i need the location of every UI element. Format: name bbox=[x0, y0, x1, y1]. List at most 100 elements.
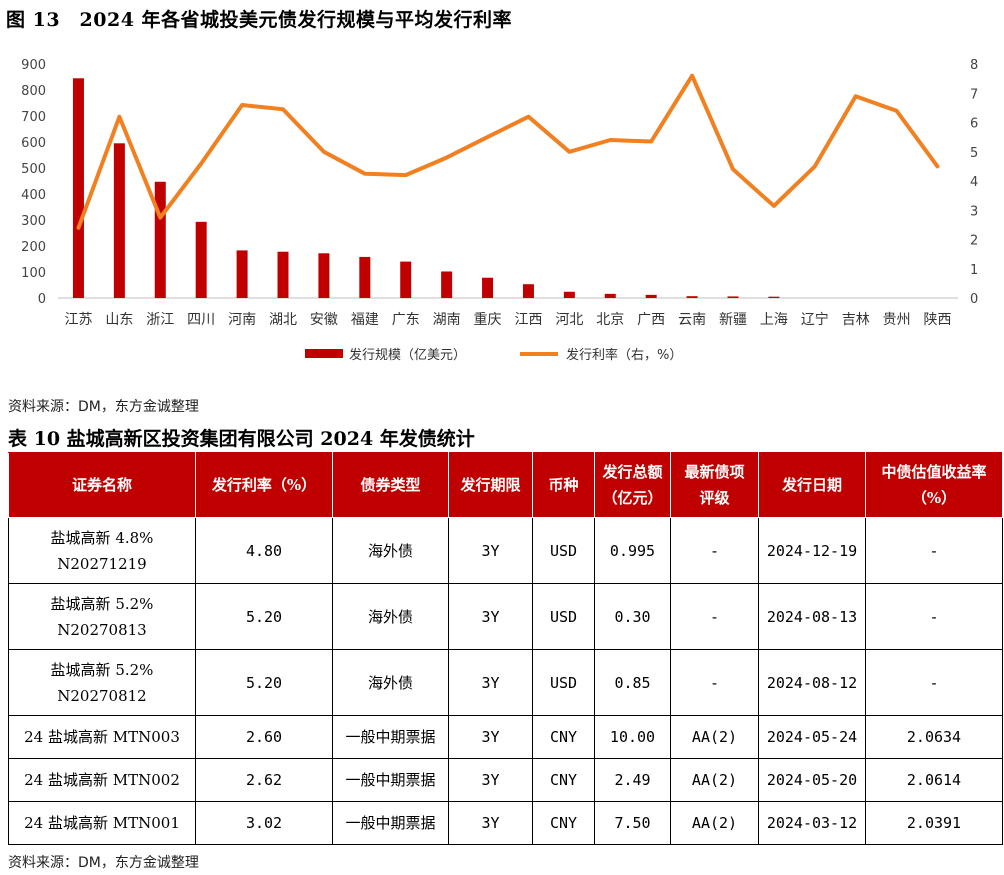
cell-currency: USD bbox=[532, 583, 595, 650]
cell-rating: - bbox=[670, 583, 759, 650]
left-tick-label: 900 bbox=[21, 58, 46, 73]
x-tick-label: 浙江 bbox=[146, 312, 174, 328]
cell-name: 24 盐城高新 MTN003 bbox=[8, 715, 196, 759]
cell-date: 2024-12-19 bbox=[758, 517, 866, 584]
rate-line bbox=[76, 73, 940, 230]
column-header: 中债估值收益率 （%） bbox=[865, 452, 1003, 518]
cell-rate: 5.20 bbox=[195, 649, 333, 716]
cell-yield: - bbox=[865, 583, 1003, 650]
cell-rating: - bbox=[670, 649, 759, 716]
bar-北京 bbox=[604, 293, 616, 298]
cell-currency: CNY bbox=[532, 758, 595, 802]
column-header-text: 发行期限 bbox=[460, 476, 521, 494]
bar-安徽 bbox=[318, 253, 330, 298]
bar-湖北 bbox=[277, 251, 289, 298]
right-tick-label: 2 bbox=[970, 234, 978, 249]
cell-rate: 5.20 bbox=[195, 583, 333, 650]
bar-series bbox=[72, 78, 780, 298]
bar-四川 bbox=[195, 221, 207, 298]
bar-广西 bbox=[645, 294, 657, 298]
table-source: 资料来源：DM，东方金诚整理 bbox=[8, 855, 199, 871]
column-header-text: 发行总额 bbox=[602, 463, 663, 481]
chart-legend: 发行规模（亿美元） 发行利率（右，%） bbox=[305, 347, 682, 363]
column-header-text: 债券类型 bbox=[360, 476, 421, 494]
cell-currency: USD bbox=[532, 649, 595, 716]
table-body: 盐城高新 4.8% N20271219 4.80 海外债 3Y USD 0.995-2024… bbox=[8, 517, 1003, 845]
right-tick-label: 8 bbox=[970, 58, 978, 73]
right-axis-ticks: 0 1 2 3 4 5 6 7 8 bbox=[970, 58, 978, 307]
bar-广东 bbox=[400, 261, 412, 298]
x-tick-label: 江苏 bbox=[64, 312, 92, 328]
x-tick-label: 湖北 bbox=[269, 312, 297, 328]
table-row: 盐城高新 5.2% N20270813 5.20 海外债 3Y USD 0.30-2024-… bbox=[8, 583, 1003, 650]
column-header: 发行利率（%） bbox=[195, 452, 333, 518]
column-header-text: （亿元） bbox=[602, 489, 663, 507]
left-tick-label: 600 bbox=[21, 136, 46, 151]
cell-amount: 0.85 bbox=[594, 649, 671, 716]
bar-江西 bbox=[522, 284, 534, 298]
cell-date: 2024-05-20 bbox=[758, 758, 866, 802]
figure-source: 资料来源：DM，东方金诚整理 bbox=[8, 399, 199, 415]
figure-title: 图 13 2024 年各省城投美元债发行规模与平均发行利率 bbox=[6, 9, 513, 31]
bar-上海 bbox=[768, 296, 780, 298]
cell-yield: - bbox=[865, 517, 1003, 584]
legend-line-label: 发行利率（右，%） bbox=[566, 347, 682, 363]
cell-term: 3Y bbox=[448, 583, 533, 650]
cell-name: 24 盐城高新 MTN002 bbox=[8, 758, 196, 802]
column-header: 币种 bbox=[532, 452, 595, 518]
right-tick-label: 4 bbox=[970, 175, 978, 190]
table-row: 盐城高新 4.8% N20271219 4.80 海外债 3Y USD 0.995-2024… bbox=[8, 517, 1003, 584]
cell-yield: 2.0614 bbox=[865, 758, 1003, 802]
right-tick-label: 7 bbox=[970, 87, 978, 102]
cell-date: 2024-05-24 bbox=[758, 715, 866, 759]
left-tick-label: 0 bbox=[38, 292, 46, 307]
bond-name-line: 24 盐城高新 MTN003 bbox=[24, 728, 180, 746]
x-tick-label: 福建 bbox=[351, 312, 379, 328]
column-header-text: 最新债项 bbox=[684, 463, 745, 481]
column-header-text: 评级 bbox=[699, 489, 730, 507]
cell-amount: 2.49 bbox=[594, 758, 671, 802]
bar-line-chart: 0 100 200 300 400 500 600 700 800 900 0 1 2 3 4 5 6 7 8 江… bbox=[21, 58, 978, 363]
column-header-text: 证券名称 bbox=[71, 476, 132, 494]
left-tick-label: 100 bbox=[21, 266, 46, 281]
table-row: 24 盐城高新 MTN002 2.62 一般中期票据 3Y CNY 2.49 AA(2) 20… bbox=[8, 758, 1003, 802]
cell-yield: 2.0634 bbox=[865, 715, 1003, 759]
cell-term: 3Y bbox=[448, 758, 533, 802]
x-axis-labels: 江苏 山东 浙江 四川 河南 湖北 安徽 福建 广东 湖南 重庆 江西 河北 北京 广西 云南 新疆 上海 辽宁 吉林… bbox=[64, 311, 951, 328]
bond-table: 证券名称 发行利率（%） 债券类型 发行期限 币种 发行总额 （亿元） 最新债项评级 发行日期 中… bbox=[8, 452, 1003, 845]
bar-河南 bbox=[236, 250, 248, 298]
x-tick-label: 吉林 bbox=[842, 312, 870, 328]
bond-name-line: 盐城高新 4.8% bbox=[50, 528, 154, 547]
cell-amount: 7.50 bbox=[594, 801, 671, 845]
x-tick-label: 湖南 bbox=[433, 312, 461, 328]
bond-name-line: 盐城高新 5.2% bbox=[50, 660, 154, 679]
bar-山东 bbox=[113, 143, 125, 298]
cell-rate: 2.60 bbox=[195, 715, 333, 759]
left-tick-label: 500 bbox=[21, 162, 46, 177]
table-row: 24 盐城高新 MTN001 3.02 一般中期票据 3Y CNY 7.50 AA(2) 20… bbox=[8, 801, 1003, 845]
cell-amount: 10.00 bbox=[594, 715, 671, 759]
column-header: 最新债项 评级 bbox=[670, 452, 759, 518]
cell-type: 一般中期票据 bbox=[332, 758, 449, 802]
x-tick-label: 贵州 bbox=[883, 312, 911, 328]
column-header-text: 发行日期 bbox=[781, 476, 842, 494]
cell-date: 2024-08-13 bbox=[758, 583, 866, 650]
x-tick-label: 山东 bbox=[105, 312, 133, 328]
cell-date: 2024-03-12 bbox=[758, 801, 866, 845]
table-header-row: 证券名称 发行利率（%） 债券类型 发行期限 币种 发行总额 （亿元） 最新债项评级 发行日期 中… bbox=[8, 452, 1003, 518]
legend-bar-label: 发行规模（亿美元） bbox=[349, 347, 466, 363]
x-tick-label: 广西 bbox=[637, 312, 665, 328]
cell-name: 盐城高新 5.2% N20270812 bbox=[8, 649, 196, 716]
right-tick-label: 5 bbox=[970, 146, 978, 161]
bar-福建 bbox=[359, 256, 371, 298]
x-tick-label: 辽宁 bbox=[801, 311, 829, 328]
cell-amount: 0.30 bbox=[594, 583, 671, 650]
column-header: 债券类型 bbox=[332, 452, 449, 518]
cell-term: 3Y bbox=[448, 801, 533, 845]
left-tick-label: 800 bbox=[21, 84, 46, 99]
cell-rating: AA(2) bbox=[670, 758, 759, 802]
bond-name-line: 盐城高新 5.2% bbox=[50, 594, 154, 613]
x-tick-label: 新疆 bbox=[719, 312, 747, 328]
column-header-text: 发行利率（%） bbox=[211, 476, 317, 494]
column-header: 证券名称 bbox=[8, 452, 196, 518]
